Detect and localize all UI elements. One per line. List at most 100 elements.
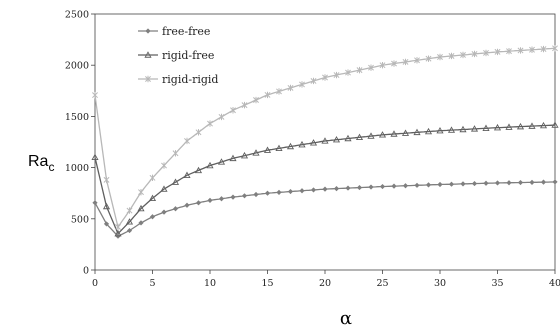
data-point — [321, 137, 329, 144]
data-point — [552, 179, 558, 185]
data-point — [505, 123, 513, 130]
data-point — [483, 49, 489, 57]
data-point — [401, 129, 410, 136]
y-tick-label: 500 — [71, 214, 89, 225]
data-point — [540, 45, 547, 53]
data-point — [391, 183, 397, 189]
legend-label: rigid-rigid — [162, 73, 218, 86]
data-point — [218, 196, 225, 202]
data-point — [229, 154, 237, 162]
data-point — [298, 140, 306, 148]
data-point — [529, 46, 535, 53]
data-point — [125, 218, 134, 225]
data-point — [322, 186, 328, 192]
data-point — [114, 229, 122, 237]
data-point — [437, 53, 443, 61]
data-point — [414, 182, 420, 188]
data-point — [460, 181, 466, 187]
legend: free-free rigid-free rigid-rigid — [138, 25, 218, 86]
series-rigid-free — [91, 121, 559, 237]
data-point — [172, 150, 179, 157]
series-line-rigid-free — [94, 124, 556, 235]
x-tick-label: 30 — [434, 278, 446, 289]
legend-label: rigid-free — [162, 49, 214, 62]
data-point — [424, 127, 433, 135]
legend-entry-free-free: free-free — [138, 25, 210, 38]
data-point — [345, 69, 351, 76]
data-point — [92, 200, 98, 206]
series-rigid-rigid — [92, 45, 558, 231]
data-point — [333, 71, 340, 79]
data-point — [425, 182, 432, 188]
data-point — [447, 126, 456, 133]
data-point — [184, 137, 190, 145]
series-layer — [91, 45, 559, 239]
data-point — [517, 179, 524, 186]
data-point — [275, 144, 283, 152]
data-point — [332, 136, 341, 143]
data-point — [493, 123, 502, 131]
data-point — [286, 142, 295, 150]
data-point — [287, 84, 294, 92]
data-point — [241, 101, 248, 109]
data-point — [102, 202, 111, 210]
data-point — [436, 127, 444, 134]
data-point — [356, 66, 363, 74]
data-point — [184, 202, 190, 208]
data-point — [506, 180, 512, 186]
axes: 0 500 1000 1500 2000 2500 0 5 10 15 20 25 30 35 40 — [65, 10, 560, 290]
data-point — [287, 188, 294, 195]
x-tick-label: 40 — [549, 278, 560, 289]
data-point — [551, 121, 559, 128]
data-point — [471, 50, 478, 58]
y-tick-label: 1000 — [65, 163, 89, 174]
data-point — [253, 96, 259, 104]
data-point — [379, 183, 386, 190]
data-point — [263, 146, 272, 153]
data-point — [91, 153, 99, 161]
x-tick-label: 15 — [261, 278, 273, 289]
data-point — [126, 207, 133, 214]
data-point — [425, 55, 432, 62]
data-point — [115, 223, 121, 231]
data-point — [483, 180, 489, 186]
data-point — [276, 88, 282, 95]
data-point — [356, 184, 363, 191]
data-point — [195, 200, 202, 206]
data-point — [207, 197, 213, 203]
x-tick-label: 5 — [149, 278, 155, 289]
data-point — [207, 120, 213, 127]
data-point — [333, 185, 340, 192]
data-point — [103, 176, 110, 184]
data-point — [299, 81, 305, 88]
y-tick-label: 0 — [83, 266, 89, 277]
data-point — [345, 185, 351, 191]
x-tick-label: 25 — [376, 278, 388, 289]
legend-swatch-marker — [145, 75, 151, 83]
data-point — [494, 180, 501, 186]
data-point — [355, 133, 364, 140]
data-point — [367, 132, 375, 139]
data-point — [390, 130, 398, 137]
data-point — [368, 64, 374, 71]
data-point — [149, 214, 156, 220]
data-point — [517, 47, 524, 54]
legend-label: free-free — [162, 25, 210, 38]
data-point — [92, 91, 98, 99]
data-point — [460, 51, 466, 59]
data-point — [506, 47, 512, 55]
data-point — [103, 221, 110, 227]
data-point — [206, 161, 214, 169]
data-point — [240, 151, 249, 159]
data-point — [378, 131, 387, 138]
data-point — [171, 178, 180, 185]
data-point — [230, 107, 236, 114]
data-point — [539, 121, 548, 129]
data-point — [482, 124, 490, 131]
y-axis-label-sub: c — [48, 160, 54, 174]
x-axis-label: α — [340, 308, 352, 329]
data-point — [516, 122, 525, 130]
data-point — [368, 184, 374, 190]
data-point — [309, 139, 318, 146]
